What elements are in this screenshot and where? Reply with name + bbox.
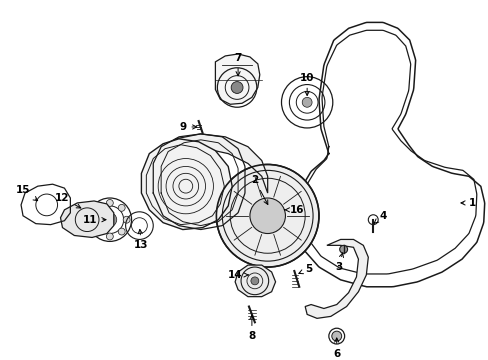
Polygon shape [61, 201, 114, 238]
Circle shape [89, 216, 96, 223]
Circle shape [123, 216, 130, 223]
Circle shape [339, 246, 347, 253]
Circle shape [331, 331, 341, 341]
Circle shape [302, 97, 311, 107]
Polygon shape [215, 54, 259, 104]
Circle shape [106, 233, 113, 240]
Circle shape [216, 165, 318, 267]
Text: 5: 5 [298, 264, 312, 274]
Text: 14: 14 [227, 270, 248, 280]
Text: 10: 10 [299, 73, 314, 95]
Circle shape [106, 199, 113, 206]
Text: 4: 4 [373, 211, 386, 223]
Circle shape [231, 82, 243, 94]
Text: 13: 13 [134, 229, 148, 250]
Circle shape [94, 228, 101, 235]
Polygon shape [305, 239, 367, 318]
Text: 15: 15 [16, 185, 38, 201]
Text: 3: 3 [334, 253, 343, 272]
Text: 6: 6 [332, 338, 340, 359]
Polygon shape [156, 134, 267, 193]
Text: 8: 8 [248, 315, 255, 341]
Text: 1: 1 [460, 198, 475, 208]
Polygon shape [235, 265, 275, 297]
Circle shape [102, 213, 117, 226]
Text: 16: 16 [284, 205, 304, 215]
Text: 9: 9 [179, 122, 196, 132]
Text: 2: 2 [251, 175, 267, 204]
Text: 11: 11 [82, 215, 106, 225]
Circle shape [118, 228, 125, 235]
Circle shape [94, 204, 101, 211]
Circle shape [249, 198, 285, 234]
Text: 7: 7 [234, 53, 241, 76]
Circle shape [118, 204, 125, 211]
Circle shape [250, 277, 258, 285]
Text: 12: 12 [55, 193, 81, 208]
Polygon shape [141, 139, 232, 230]
